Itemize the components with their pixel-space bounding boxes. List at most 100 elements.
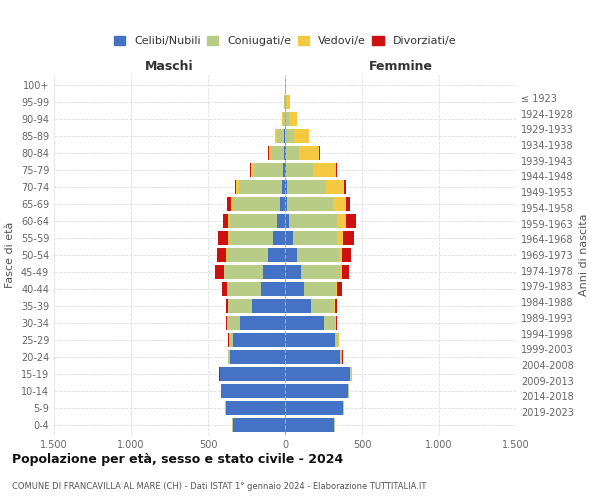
Bar: [335, 299, 337, 313]
Bar: [285, 401, 343, 415]
Bar: [226, 401, 285, 415]
Bar: [285, 350, 340, 364]
Bar: [337, 214, 346, 228]
Bar: [229, 231, 274, 245]
Bar: [228, 299, 252, 313]
Bar: [230, 350, 285, 364]
Y-axis label: Anni di nascita: Anni di nascita: [579, 214, 589, 296]
Bar: [268, 146, 269, 160]
Bar: [335, 163, 337, 177]
Bar: [284, 146, 285, 160]
Bar: [344, 180, 346, 194]
Bar: [304, 282, 336, 296]
Bar: [221, 384, 285, 398]
Y-axis label: Fasce di età: Fasce di età: [5, 222, 15, 288]
Bar: [287, 180, 326, 194]
Bar: [333, 197, 346, 211]
Bar: [284, 129, 285, 143]
Bar: [285, 367, 350, 381]
Bar: [218, 231, 227, 245]
Bar: [334, 418, 335, 432]
Bar: [282, 112, 283, 126]
Bar: [283, 112, 284, 126]
Bar: [286, 95, 290, 109]
Bar: [289, 112, 297, 126]
Bar: [294, 129, 308, 143]
Bar: [285, 146, 286, 160]
Bar: [285, 231, 293, 245]
Bar: [220, 367, 285, 381]
Bar: [285, 333, 335, 347]
Text: Femmine: Femmine: [368, 60, 433, 74]
Bar: [233, 418, 285, 432]
Bar: [226, 299, 228, 313]
Bar: [319, 146, 320, 160]
Bar: [233, 333, 285, 347]
Bar: [323, 316, 335, 330]
Bar: [233, 197, 280, 211]
Bar: [231, 197, 233, 211]
Bar: [254, 163, 283, 177]
Bar: [289, 214, 337, 228]
Bar: [227, 197, 231, 211]
Bar: [239, 316, 285, 330]
Bar: [282, 180, 285, 194]
Bar: [269, 146, 271, 160]
Bar: [299, 146, 319, 160]
Bar: [229, 214, 230, 228]
Bar: [342, 248, 351, 262]
Bar: [287, 197, 333, 211]
Bar: [229, 333, 233, 347]
Bar: [227, 248, 268, 262]
Bar: [274, 231, 285, 245]
Bar: [337, 231, 343, 245]
Bar: [285, 197, 287, 211]
Bar: [346, 214, 356, 228]
Bar: [230, 214, 277, 228]
Bar: [215, 265, 224, 279]
Bar: [227, 282, 261, 296]
Bar: [286, 112, 289, 126]
Bar: [301, 265, 340, 279]
Bar: [286, 129, 294, 143]
Bar: [277, 214, 285, 228]
Bar: [285, 282, 304, 296]
Bar: [232, 418, 233, 432]
Bar: [285, 180, 287, 194]
Bar: [271, 146, 284, 160]
Bar: [285, 265, 301, 279]
Bar: [227, 316, 239, 330]
Bar: [336, 282, 337, 296]
Bar: [286, 146, 299, 160]
Bar: [283, 163, 285, 177]
Bar: [224, 265, 263, 279]
Bar: [334, 299, 335, 313]
Legend: Celibi/Nubili, Coniugati/e, Vedovi/e, Divorziati/e: Celibi/Nubili, Coniugati/e, Vedovi/e, Di…: [112, 34, 458, 48]
Bar: [285, 95, 286, 109]
Text: Popolazione per età, sesso e stato civile - 2024: Popolazione per età, sesso e stato civil…: [12, 452, 343, 466]
Bar: [338, 333, 340, 347]
Bar: [252, 299, 285, 313]
Bar: [227, 231, 229, 245]
Bar: [286, 163, 313, 177]
Bar: [250, 163, 251, 177]
Text: COMUNE DI FRANCAVILLA AL MARE (CH) - Dati ISTAT 1° gennaio 2024 - Elaborazione T: COMUNE DI FRANCAVILLA AL MARE (CH) - Dat…: [12, 482, 427, 491]
Bar: [346, 197, 350, 211]
Bar: [326, 180, 344, 194]
Bar: [285, 214, 289, 228]
Bar: [277, 129, 284, 143]
Bar: [313, 163, 335, 177]
Bar: [350, 367, 351, 381]
Bar: [226, 248, 227, 262]
Bar: [226, 316, 227, 330]
Bar: [251, 163, 254, 177]
Text: Maschi: Maschi: [145, 60, 194, 74]
Bar: [339, 248, 342, 262]
Bar: [221, 282, 227, 296]
Bar: [336, 316, 337, 330]
Bar: [228, 333, 229, 347]
Bar: [223, 214, 229, 228]
Bar: [285, 418, 334, 432]
Bar: [335, 333, 338, 347]
Bar: [285, 248, 298, 262]
